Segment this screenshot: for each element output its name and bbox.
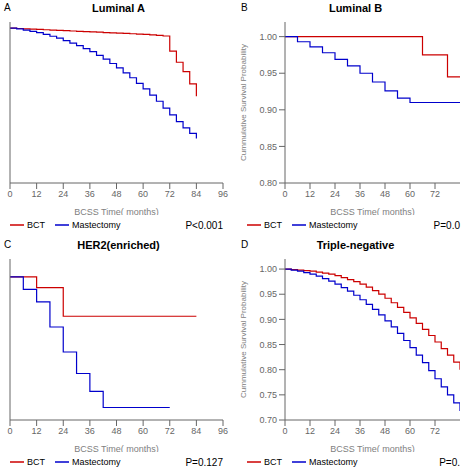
html-text:P<0.001: P<0.001 [185, 219, 223, 231]
svg-text:48: 48 [111, 426, 121, 436]
svg-text:72: 72 [165, 189, 175, 199]
html-text:Luminal B: Luminal B [328, 2, 383, 14]
svg-text:0.90: 0.90 [259, 315, 277, 325]
svg-text:Cummulative Survival Probabili: Cummulative Survival Probability [239, 44, 248, 161]
svg-text:96: 96 [218, 189, 228, 199]
svg-text:36: 36 [85, 189, 95, 199]
html-text:Mastectomy: Mastectomy [72, 220, 121, 230]
svg-text:84: 84 [191, 426, 201, 436]
svg-text:24: 24 [330, 426, 340, 436]
svg-text:36: 36 [355, 426, 365, 436]
svg-text:48: 48 [380, 426, 390, 436]
svg-text:0.75: 0.75 [259, 390, 277, 400]
svg-text:1.00: 1.00 [259, 32, 277, 42]
svg-text:48: 48 [380, 189, 390, 199]
html-text:P=0.127: P=0.127 [185, 456, 223, 468]
svg-text:60: 60 [405, 189, 415, 199]
svg-text:0: 0 [282, 189, 287, 199]
svg-text:0.95: 0.95 [259, 68, 277, 78]
svg-text:1.00: 1.00 [259, 264, 277, 274]
html-text:BCT: BCT [27, 457, 45, 467]
html-text:B: B [241, 2, 248, 13]
html-text:P=0.: P=0. [439, 456, 460, 468]
svg-text:72: 72 [430, 426, 440, 436]
html-text:D: D [241, 239, 249, 250]
svg-text:0.85: 0.85 [259, 340, 277, 350]
svg-text:BCSS Time( months): BCSS Time( months) [330, 444, 415, 452]
svg-text:0.90: 0.90 [259, 105, 277, 115]
svg-text:24: 24 [58, 426, 68, 436]
svg-text:36: 36 [355, 189, 365, 199]
svg-text:12: 12 [305, 189, 315, 199]
html-text:HER2(enriched): HER2(enriched) [77, 239, 160, 251]
svg-text:24: 24 [330, 189, 340, 199]
svg-text:48: 48 [111, 189, 121, 199]
svg-text:12: 12 [32, 189, 42, 199]
svg-text:12: 12 [32, 426, 42, 436]
svg-text:60: 60 [405, 426, 415, 436]
svg-text:0.80: 0.80 [259, 365, 277, 375]
svg-text:84: 84 [191, 189, 201, 199]
html-text:Luminal A: Luminal A [92, 2, 145, 14]
svg-text:24: 24 [58, 189, 68, 199]
svg-text:Cummulative Survival Probabili: Cummulative Survival Probability [239, 281, 248, 398]
html-text:P=0.0: P=0.0 [433, 219, 460, 231]
html-text:BCT: BCT [264, 457, 282, 467]
html-text:BCT: BCT [264, 220, 282, 230]
svg-text:BCSS Time( months): BCSS Time( months) [330, 207, 415, 215]
html-text:A: A [4, 2, 11, 13]
html-text:BCT: BCT [27, 220, 45, 230]
svg-text:96: 96 [218, 426, 228, 436]
svg-text:12: 12 [305, 426, 315, 436]
svg-text:60: 60 [138, 189, 148, 199]
html-text:Triple-negative: Triple-negative [316, 239, 395, 251]
svg-text:0: 0 [282, 426, 287, 436]
svg-text:BCSS Time( months): BCSS Time( months) [74, 207, 159, 215]
svg-text:0: 0 [8, 189, 13, 199]
svg-text:0.80: 0.80 [259, 178, 277, 188]
svg-text:0: 0 [8, 426, 13, 436]
html-text:Mastectomy: Mastectomy [309, 457, 358, 467]
svg-text:72: 72 [165, 426, 175, 436]
html-text:Mastectomy: Mastectomy [309, 220, 358, 230]
html-text:Mastectomy: Mastectomy [72, 457, 121, 467]
svg-text:72: 72 [430, 189, 440, 199]
svg-text:36: 36 [85, 426, 95, 436]
svg-text:60: 60 [138, 426, 148, 436]
svg-text:0.70: 0.70 [259, 415, 277, 425]
svg-text:BCSS Time( months): BCSS Time( months) [74, 444, 159, 452]
svg-text:0.85: 0.85 [259, 142, 277, 152]
html-text:C: C [4, 239, 12, 250]
svg-text:0.95: 0.95 [259, 289, 277, 299]
